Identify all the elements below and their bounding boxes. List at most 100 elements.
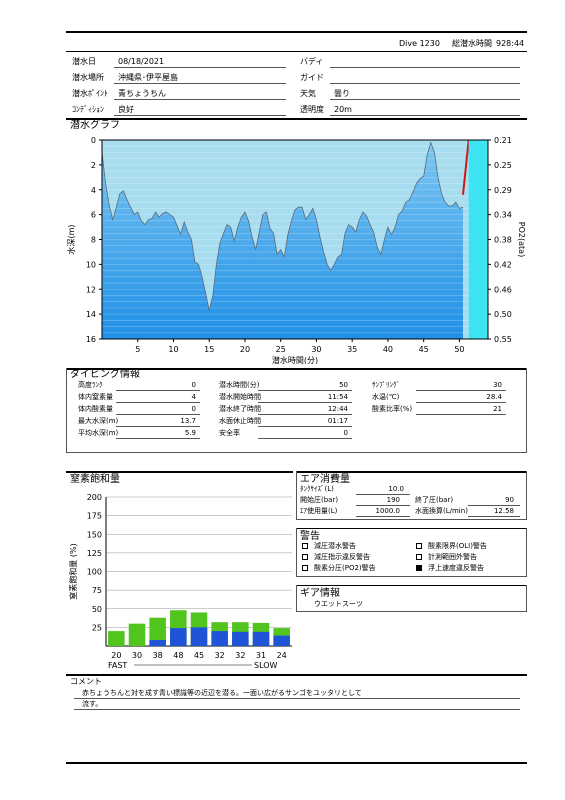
n2-tick-label: 50: [92, 605, 102, 614]
depth-line: [101, 141, 464, 311]
visibility-value: 20m: [334, 105, 352, 114]
depth-tick-label: 16: [86, 335, 96, 344]
time-tick-label: 15: [204, 345, 214, 354]
warning-item: 浮上速度違反警告: [416, 564, 484, 573]
info-value: 50: [339, 381, 348, 389]
info-label: 体内酸素量: [78, 405, 113, 413]
air-rule: [296, 471, 527, 473]
dive-date-value: 08/18/2021: [118, 57, 165, 66]
gear-title: ギア情報: [300, 588, 340, 599]
unchecked-box-icon: [416, 543, 422, 549]
nitrogen-rule: [66, 471, 293, 473]
guide-label: ガイド: [300, 73, 324, 82]
checked-box-icon: [416, 565, 422, 571]
slow-label: SLOW: [254, 661, 278, 668]
n2-axis-label: 窒素飽和量 (%): [68, 543, 78, 599]
info-label: ｻﾝﾌﾟﾘﾝｸﾞ: [372, 381, 400, 389]
condition-value: 良好: [118, 105, 134, 114]
n2-category-label: 32: [235, 651, 245, 660]
gear-rule: [296, 585, 527, 586]
fast-label: FAST: [108, 661, 127, 668]
info-label: 平均水深(m): [78, 429, 119, 437]
n2-bar: [149, 640, 166, 646]
warning-item: 酸素分圧(PO2)警告: [302, 564, 376, 573]
dive-point-value: 青ちょうちん: [118, 89, 166, 98]
depth-axis-label: 水深(m): [66, 224, 76, 254]
info-value: 01:17: [327, 417, 348, 425]
time-tick-label: 40: [383, 345, 393, 354]
time-tick-label: 35: [347, 345, 357, 354]
depth-tick-label: 8: [91, 236, 96, 245]
tank-size-value: 10.0: [388, 485, 404, 493]
dive-point-label: 潜水ﾎﾟｲﾝﾄ: [72, 89, 108, 98]
po2-tick-label: 0.34: [494, 211, 512, 220]
bottom-rule: [66, 762, 527, 764]
n2-tick-label: 75: [92, 586, 102, 595]
time-tick-label: 10: [168, 345, 178, 354]
time-tick-label: 50: [454, 345, 464, 354]
depth-area: [102, 142, 463, 339]
surface-rate-label: 水面換算(L/min): [415, 507, 468, 515]
weather-value: 曇り: [334, 89, 350, 98]
time-tick-label: 25: [276, 345, 286, 354]
gear-item: ウエットスーツ: [314, 600, 363, 608]
warning-label: 酸素限界(OLI)警告: [428, 542, 487, 550]
depth-tick-label: 10: [86, 260, 96, 269]
po2-tick-label: 0.21: [494, 136, 512, 145]
info-label: 酸素比率(%): [372, 405, 413, 413]
n2-bar: [252, 631, 270, 646]
po2-tick-label: 0.38: [494, 236, 512, 245]
n2-category-label: 45: [194, 651, 204, 660]
air-used-value: 1000.0: [375, 507, 401, 515]
depth-tick-label: 6: [91, 211, 96, 220]
info-value: 12:44: [327, 405, 348, 413]
n2-category-label: 30: [132, 651, 142, 660]
info-label: 体内窒素量: [78, 393, 113, 401]
n2-category-label: 31: [256, 651, 266, 660]
po2-tick-label: 0.25: [494, 161, 512, 170]
n2-category-label: 38: [153, 651, 163, 660]
n2-tick-label: 150: [87, 530, 102, 539]
comment-line-2: 流す。: [82, 700, 103, 708]
header-rule: [66, 51, 527, 52]
depth-tick-label: 4: [91, 186, 96, 195]
po2-tick-label: 0.50: [494, 310, 512, 319]
warning-item: 計測範囲外警告: [416, 553, 477, 562]
info-label: 潜水時間(分): [219, 381, 260, 389]
n2-category-label: 48: [173, 651, 183, 660]
nitrogen-title: 窒素飽和量: [70, 474, 120, 485]
comment-title: コメント: [70, 677, 102, 686]
end-pressure-label: 終了圧(bar): [415, 496, 454, 504]
comment-line-1: 赤ちょうちんと対を成す青い標識等の近辺を潜る。一面い広がるサンゴをユッタリとして: [82, 689, 362, 697]
n2-bar: [273, 635, 290, 646]
weather-label: 天気: [300, 89, 316, 98]
warning-item: 減圧潜水警告: [302, 542, 356, 551]
info-value: 5.9: [184, 429, 196, 437]
warning-label: 酸素分圧(PO2)警告: [314, 564, 376, 572]
info-value: 4: [191, 393, 196, 401]
warning-item: 酸素限界(OLI)警告: [416, 542, 487, 551]
info-value: 11:54: [327, 393, 348, 401]
time-tick-label: 5: [135, 345, 140, 354]
dive-number: Dive 1230: [399, 39, 440, 48]
dive-site-value: 沖縄県･伊平屋島: [118, 73, 178, 82]
graph-title: 潜水グラフ: [70, 120, 120, 131]
info-label: 潜水終了時間: [219, 405, 261, 413]
info-value: 28.4: [486, 393, 502, 401]
air-title: エア消費量: [300, 474, 350, 485]
n2-bar: [232, 631, 249, 646]
dive-site-label: 潜水場所: [72, 73, 104, 82]
info-value: 30: [493, 381, 502, 389]
dive-date-label: 潜水日: [72, 57, 96, 66]
warning-label: 減圧潜水警告: [314, 542, 356, 550]
info-label: 水面休止時間: [219, 417, 261, 425]
info-label: 潜水開始時間: [219, 393, 261, 401]
n2-tick-label: 200: [87, 493, 102, 502]
post-dive-area: [468, 140, 488, 339]
n2-tick-label: 100: [87, 568, 102, 577]
time-tick-label: 30: [311, 345, 321, 354]
start-pressure-value: 190: [386, 496, 400, 504]
info-label: 安全率: [219, 429, 240, 437]
ascent-rate-line: [461, 139, 470, 195]
info-label: 高度ﾗﾝｸ: [78, 381, 103, 389]
